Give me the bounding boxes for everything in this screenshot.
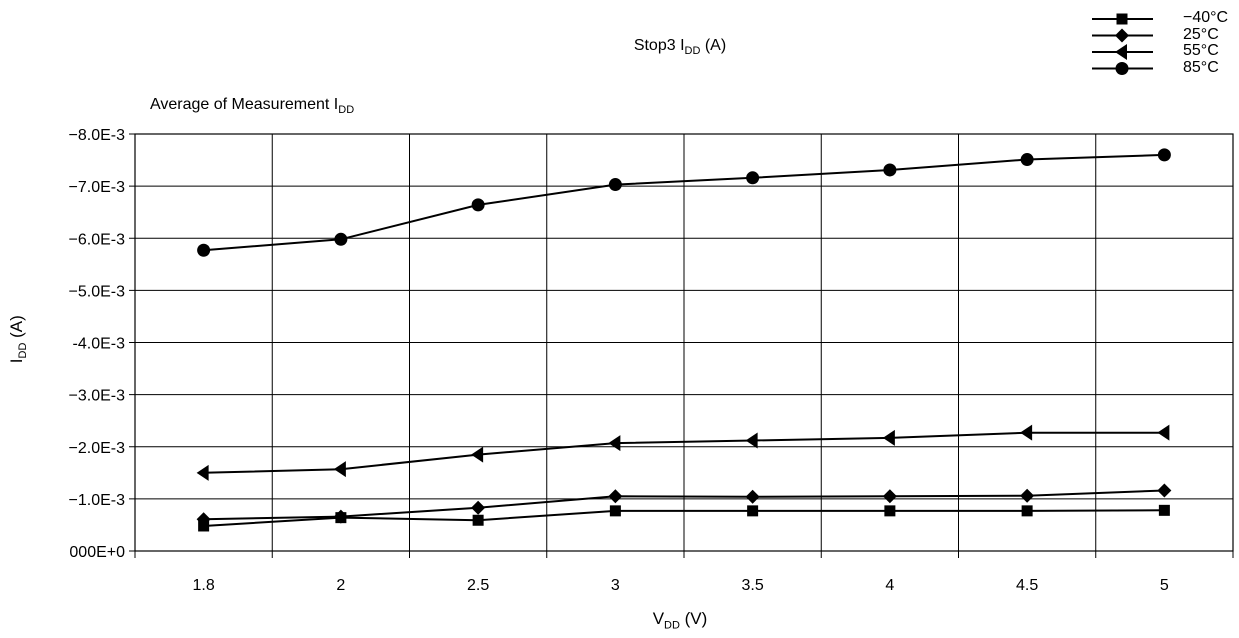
data-point	[333, 509, 348, 524]
data-point	[1020, 153, 1034, 167]
data-point	[471, 500, 486, 515]
data-point	[884, 505, 896, 517]
data-point	[608, 489, 623, 504]
data-point	[1020, 424, 1033, 441]
data-point	[471, 446, 484, 463]
series-line-1	[203, 509, 1165, 527]
series-line-3	[203, 431, 1165, 474]
data-point	[334, 232, 348, 246]
legend-label: 85°C	[1183, 58, 1219, 76]
data-point	[608, 435, 621, 452]
y-tick-label: −2.0E-3	[69, 440, 126, 457]
data-point	[609, 505, 621, 517]
data-point	[882, 429, 895, 446]
y-tick-label: −8.0E-3	[69, 127, 126, 144]
legend-label: 55°C	[1183, 42, 1219, 59]
y-tick-label: −7.0E-3	[69, 179, 126, 196]
x-tick-label: 4.5	[1016, 577, 1038, 594]
series-line-2	[203, 489, 1165, 521]
y-tick-label: −3.0E-3	[69, 388, 126, 405]
data-point	[1158, 504, 1170, 516]
data-point	[883, 163, 897, 177]
data-point	[1157, 483, 1172, 498]
chart-title: Stop3 IDD (A)	[633, 37, 727, 58]
data-point	[1020, 488, 1035, 503]
data-point	[608, 178, 622, 192]
y-tick-label: -4.0E-3	[73, 336, 126, 353]
legend-label: 25°C	[1183, 25, 1219, 43]
legend-marker	[1115, 62, 1129, 75]
x-axis-label: VDD (V)	[652, 609, 708, 632]
data-point	[745, 489, 760, 504]
data-point	[746, 171, 760, 185]
data-point	[882, 489, 897, 504]
x-tick-label: 3.5	[742, 577, 764, 594]
x-tick-label: 5	[1160, 577, 1169, 594]
x-tick-label: 1.8	[193, 577, 215, 594]
x-tick-label: 2.5	[467, 577, 489, 594]
y-tick-label: 000E+0	[69, 544, 125, 561]
x-tick-label: 3	[611, 577, 620, 594]
legend-label: −40°C	[1183, 9, 1229, 26]
data-point	[197, 243, 211, 257]
data-point	[745, 432, 758, 449]
legend-marker	[1115, 44, 1127, 60]
legend-marker	[1115, 28, 1129, 43]
data-point	[1021, 505, 1033, 517]
y-tick-label: −1.0E-3	[69, 492, 126, 509]
data-point	[333, 461, 346, 478]
data-point	[1157, 148, 1171, 162]
legend-marker	[1116, 13, 1128, 25]
series-line-4	[203, 153, 1165, 252]
data-point	[196, 512, 211, 527]
x-tick-label: 2	[336, 577, 345, 594]
chart-subtitle: Average of Measurement IDD	[150, 96, 355, 117]
data-point	[471, 198, 485, 212]
data-point	[472, 514, 484, 526]
y-tick-label: −6.0E-3	[69, 231, 126, 248]
y-tick-label: −5.0E-3	[69, 283, 126, 300]
data-point	[196, 464, 209, 481]
data-point	[747, 505, 759, 517]
data-point	[1157, 424, 1170, 441]
x-tick-label: 4	[885, 577, 894, 594]
